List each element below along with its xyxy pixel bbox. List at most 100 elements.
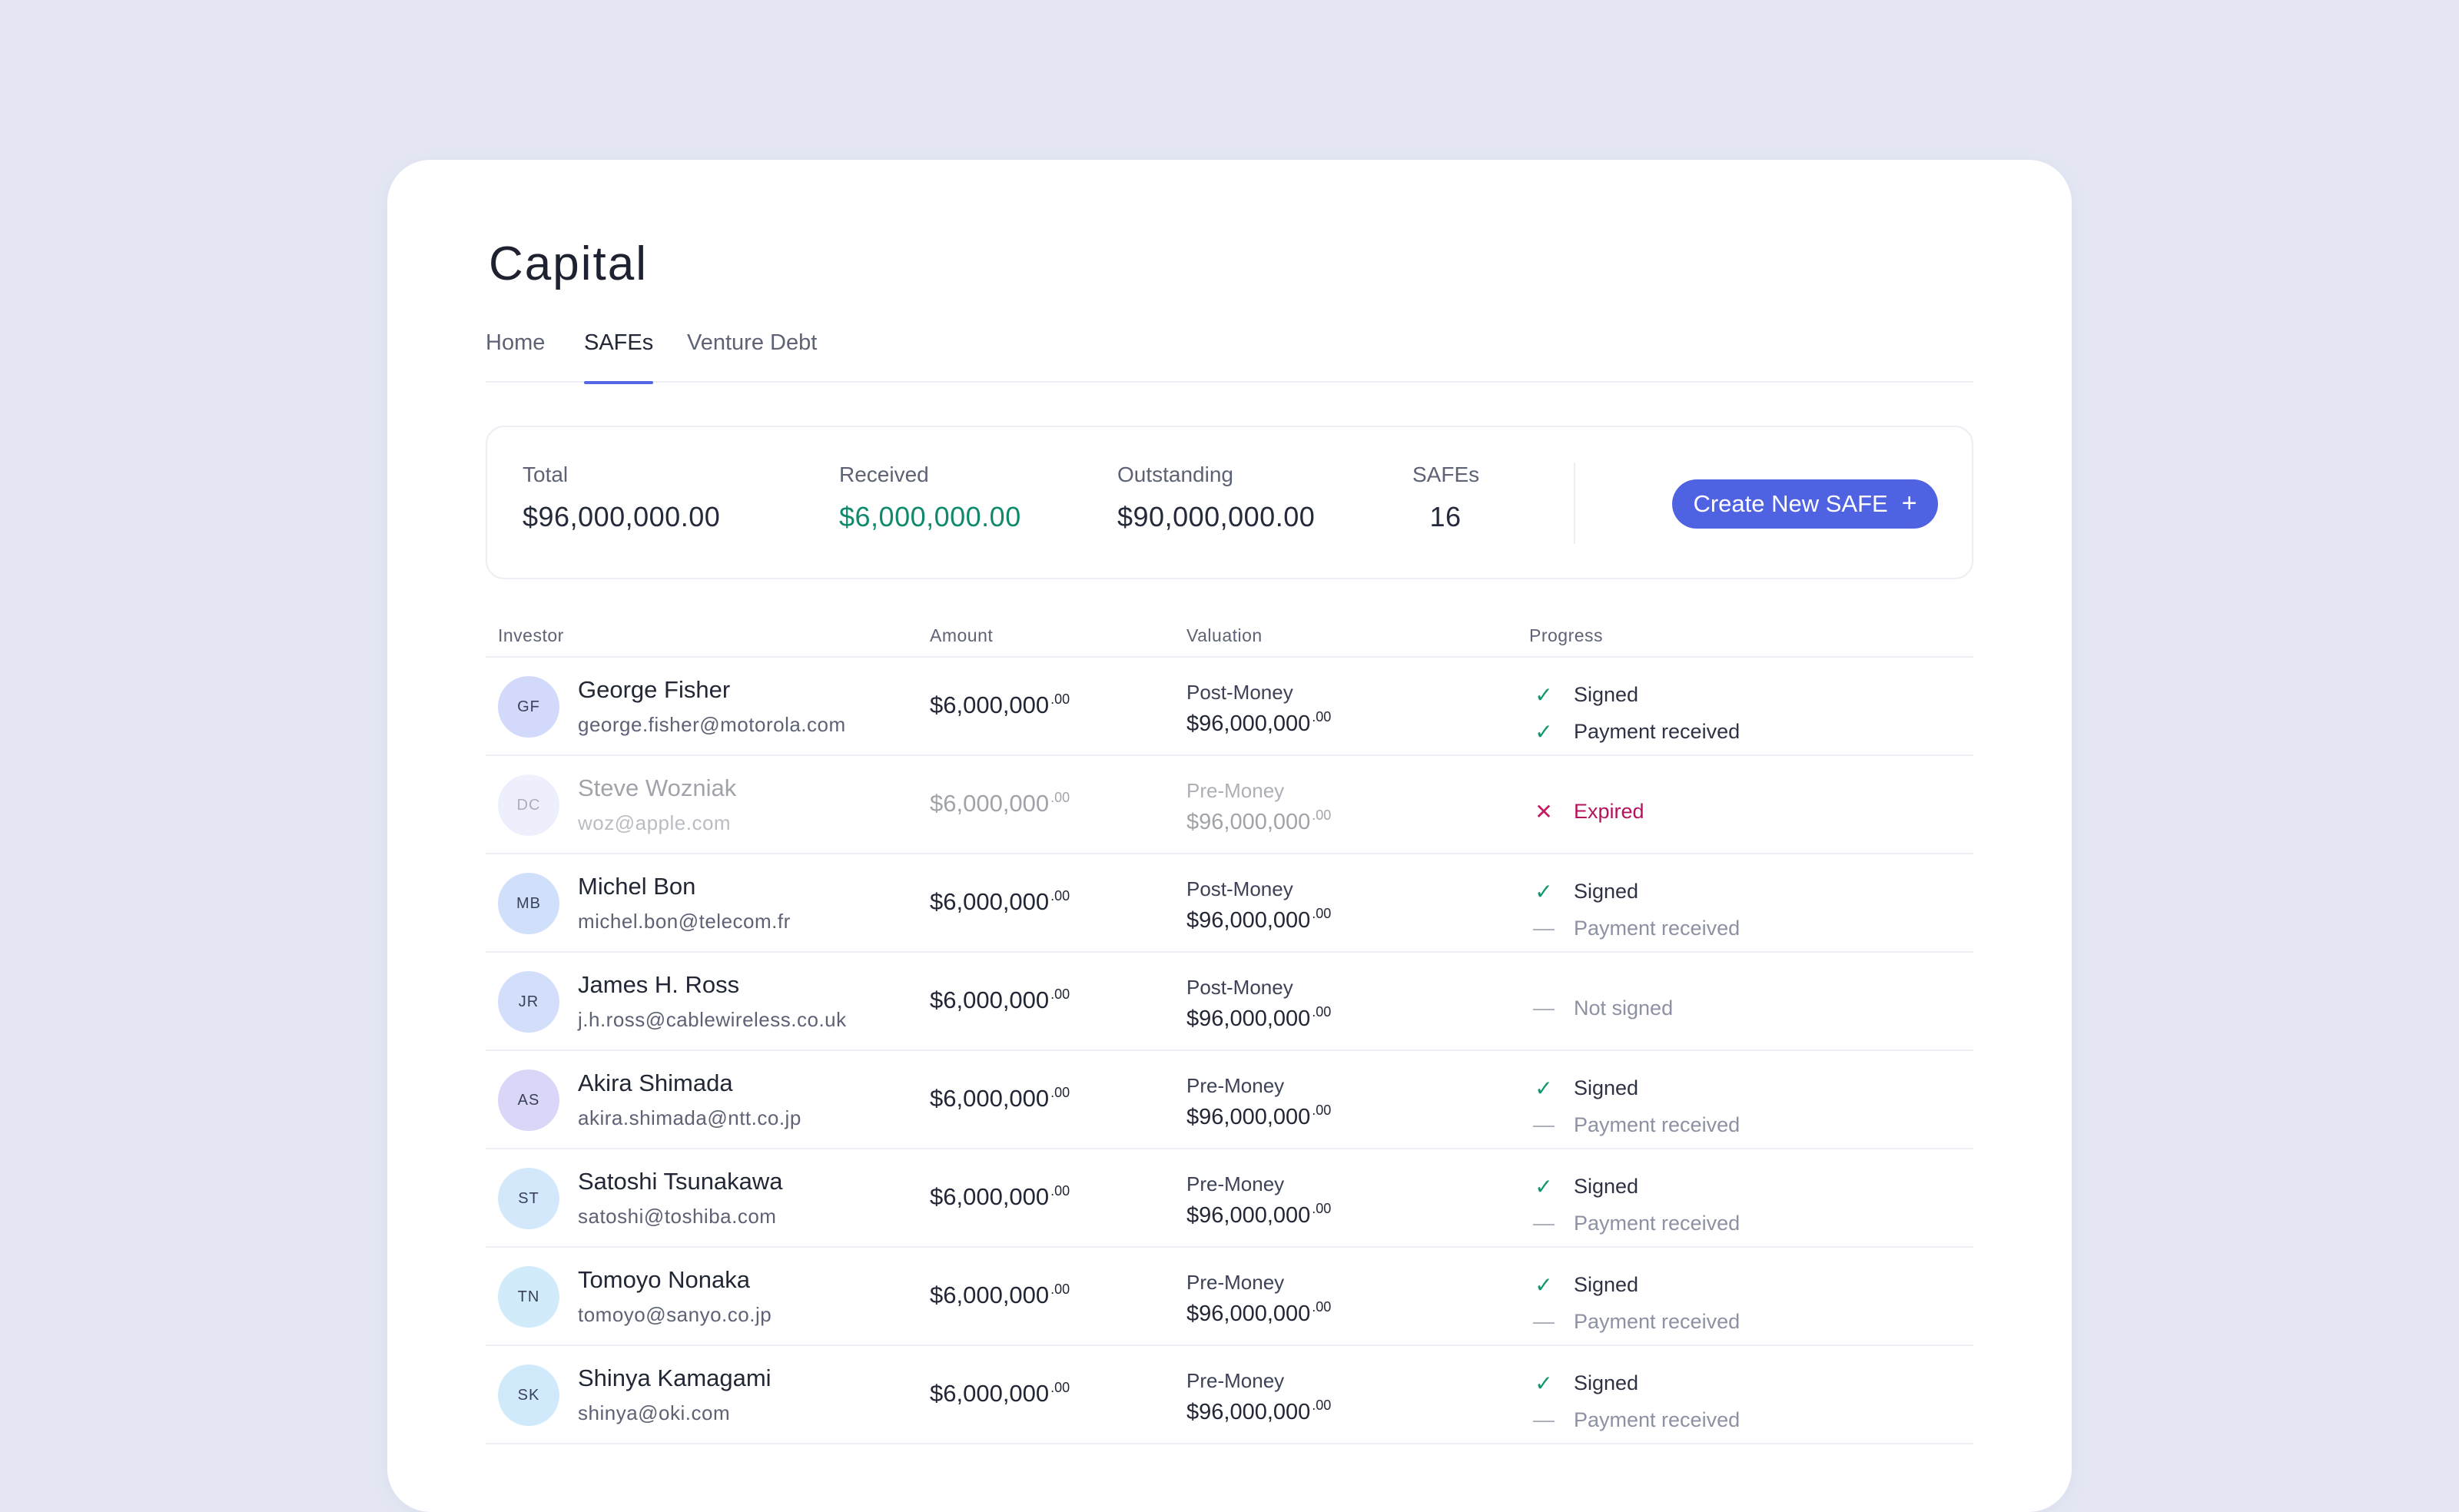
valuation-main: $96,000,000 <box>1186 1006 1311 1031</box>
amount-value: $6,000,000.00 <box>930 790 1070 817</box>
header-valuation[interactable]: Valuation <box>1186 625 1263 645</box>
amount-main: $6,000,000 <box>930 888 1050 915</box>
progress-status: ✓ Signed — Payment received <box>1532 873 1740 947</box>
progress-status: ✕ Expired <box>1532 793 1644 830</box>
create-new-safe-label: Create New SAFE <box>1693 490 1888 517</box>
amount-main: $6,000,000 <box>930 1183 1050 1210</box>
investor-email[interactable]: woz@apple.com <box>578 811 732 834</box>
valuation-cents: .00 <box>1312 1299 1332 1315</box>
valuation-main: $96,000,000 <box>1186 908 1311 933</box>
valuation: Post-Money $96,000,000.00 <box>1186 976 1331 1032</box>
investor-name[interactable]: Satoshi Tsunakawa <box>578 1168 783 1195</box>
investor-name[interactable]: Michel Bon <box>578 873 696 900</box>
table-row[interactable]: TN Tomoyo Nonaka tomoyo@sanyo.co.jp $6,000,… <box>486 1248 1973 1346</box>
avatar: SK <box>498 1364 559 1426</box>
check-icon: ✓ <box>1535 1272 1553 1297</box>
dash-icon: — <box>1533 916 1555 940</box>
progress-text: Expired <box>1574 799 1644 823</box>
table-row[interactable]: GF George Fisher george.fisher@motorola.co… <box>486 658 1973 756</box>
amount-main: $6,000,000 <box>930 986 1050 1013</box>
avatar: AS <box>498 1069 559 1131</box>
progress-status: — Not signed <box>1532 990 1673 1026</box>
progress-status: ✓ Signed ✓ Payment received <box>1532 676 1740 750</box>
header-progress[interactable]: Progress <box>1529 625 1604 645</box>
investor-name[interactable]: James H. Ross <box>578 971 740 998</box>
table-row[interactable]: AS Akira Shimada akira.shimada@ntt.co.jp $6… <box>486 1051 1973 1149</box>
table-row[interactable]: ST Satoshi Tsunakawa satoshi@toshiba.com $6… <box>486 1149 1973 1248</box>
table-row[interactable]: DC Steve Wozniak woz@apple.com $6,000,000.0… <box>486 756 1973 854</box>
stat-safes-label: SAFEs <box>1412 463 1480 486</box>
valuation-amount: $96,000,000.00 <box>1186 1004 1331 1032</box>
investor-email[interactable]: shinya@oki.com <box>578 1401 731 1424</box>
investor-table-body: GF George Fisher george.fisher@motorola.co… <box>486 658 1973 1444</box>
valuation-amount: $96,000,000.00 <box>1186 906 1331 933</box>
valuation-type: Post-Money <box>1186 877 1293 900</box>
amount-cents: .00 <box>1050 1085 1070 1100</box>
amount-cents: .00 <box>1050 1282 1070 1297</box>
investor-name[interactable]: Steve Wozniak <box>578 774 737 801</box>
progress-text: Payment received <box>1574 1408 1741 1431</box>
progress-item: ✓ Signed <box>1532 676 1740 713</box>
valuation-type: Pre-Money <box>1186 1369 1285 1392</box>
valuation-main: $96,000,000 <box>1186 810 1311 834</box>
stat-safes: SAFEs 16 <box>1412 463 1480 533</box>
investor-email[interactable]: michel.bon@telecom.fr <box>578 910 791 933</box>
stat-received: Received $6,000,000.00 <box>839 463 1021 533</box>
header-amount[interactable]: Amount <box>930 625 994 645</box>
header-investor[interactable]: Investor <box>498 625 564 645</box>
progress-text: Payment received <box>1574 1211 1741 1235</box>
valuation-cents: .00 <box>1312 807 1332 823</box>
amount-cents: .00 <box>1050 1183 1070 1199</box>
amount-cents: .00 <box>1050 790 1070 805</box>
avatar: MB <box>498 873 559 934</box>
progress-text: Not signed <box>1574 996 1674 1020</box>
tab-home[interactable]: Home <box>486 330 546 355</box>
dash-icon: — <box>1533 996 1555 1020</box>
dash-icon: — <box>1533 1309 1555 1333</box>
progress-item: ✓ Payment received <box>1532 713 1740 750</box>
table-row[interactable]: JR James H. Ross j.h.ross@cablewireless.co… <box>486 953 1973 1051</box>
progress-item: — Payment received <box>1532 1401 1740 1438</box>
amount-value: $6,000,000.00 <box>930 888 1070 916</box>
amount-main: $6,000,000 <box>930 1085 1050 1112</box>
amount-main: $6,000,000 <box>930 790 1050 817</box>
investor-email[interactable]: akira.shimada@ntt.co.jp <box>578 1106 801 1129</box>
valuation: Pre-Money $96,000,000.00 <box>1186 1074 1331 1130</box>
dash-icon: — <box>1533 1211 1555 1235</box>
valuation-type: Pre-Money <box>1186 1271 1285 1294</box>
progress-text: Payment received <box>1574 916 1741 940</box>
amount-value: $6,000,000.00 <box>930 691 1070 719</box>
valuation-amount: $96,000,000.00 <box>1186 1398 1331 1425</box>
valuation-cents: .00 <box>1312 1398 1332 1413</box>
investor-email[interactable]: george.fisher@motorola.com <box>578 713 846 736</box>
table-row[interactable]: SK Shinya Kamagami shinya@oki.com $6,000,00… <box>486 1346 1973 1444</box>
investor-email[interactable]: tomoyo@sanyo.co.jp <box>578 1303 772 1326</box>
stat-total-value: $96,000,000.00 <box>523 501 721 532</box>
investor-name[interactable]: George Fisher <box>578 676 731 703</box>
create-new-safe-button[interactable]: Create New SAFE + <box>1672 479 1938 529</box>
valuation-type: Pre-Money <box>1186 779 1285 802</box>
amount-main: $6,000,000 <box>930 691 1050 718</box>
valuation-amount: $96,000,000.00 <box>1186 709 1331 737</box>
progress-item: — Payment received <box>1532 910 1740 947</box>
table-row[interactable]: MB Michel Bon michel.bon@telecom.fr $6,000,… <box>486 854 1973 953</box>
valuation-main: $96,000,000 <box>1186 1301 1311 1326</box>
progress-item: — Not signed <box>1532 990 1673 1026</box>
stat-outstanding-label: Outstanding <box>1117 463 1233 486</box>
investor-name[interactable]: Tomoyo Nonaka <box>578 1266 751 1293</box>
tab-safes[interactable]: SAFEs <box>584 330 654 384</box>
valuation-main: $96,000,000 <box>1186 1203 1311 1228</box>
stat-received-value: $6,000,000.00 <box>839 501 1021 532</box>
investor-name[interactable]: Shinya Kamagami <box>578 1364 772 1391</box>
valuation-cents: .00 <box>1312 906 1332 921</box>
plus-icon: + <box>1901 489 1917 518</box>
progress-text: Signed <box>1574 1174 1639 1198</box>
amount-cents: .00 <box>1050 691 1070 707</box>
summary-panel: Total $96,000,000.00 Received $6,000,000… <box>486 426 1973 579</box>
investor-email[interactable]: j.h.ross@cablewireless.co.uk <box>578 1008 847 1031</box>
investor-email[interactable]: satoshi@toshiba.com <box>578 1205 777 1228</box>
tab-venture-debt[interactable]: Venture Debt <box>687 330 818 355</box>
progress-text: Signed <box>1574 682 1639 706</box>
investor-name[interactable]: Akira Shimada <box>578 1069 733 1096</box>
valuation-amount: $96,000,000.00 <box>1186 1299 1331 1327</box>
